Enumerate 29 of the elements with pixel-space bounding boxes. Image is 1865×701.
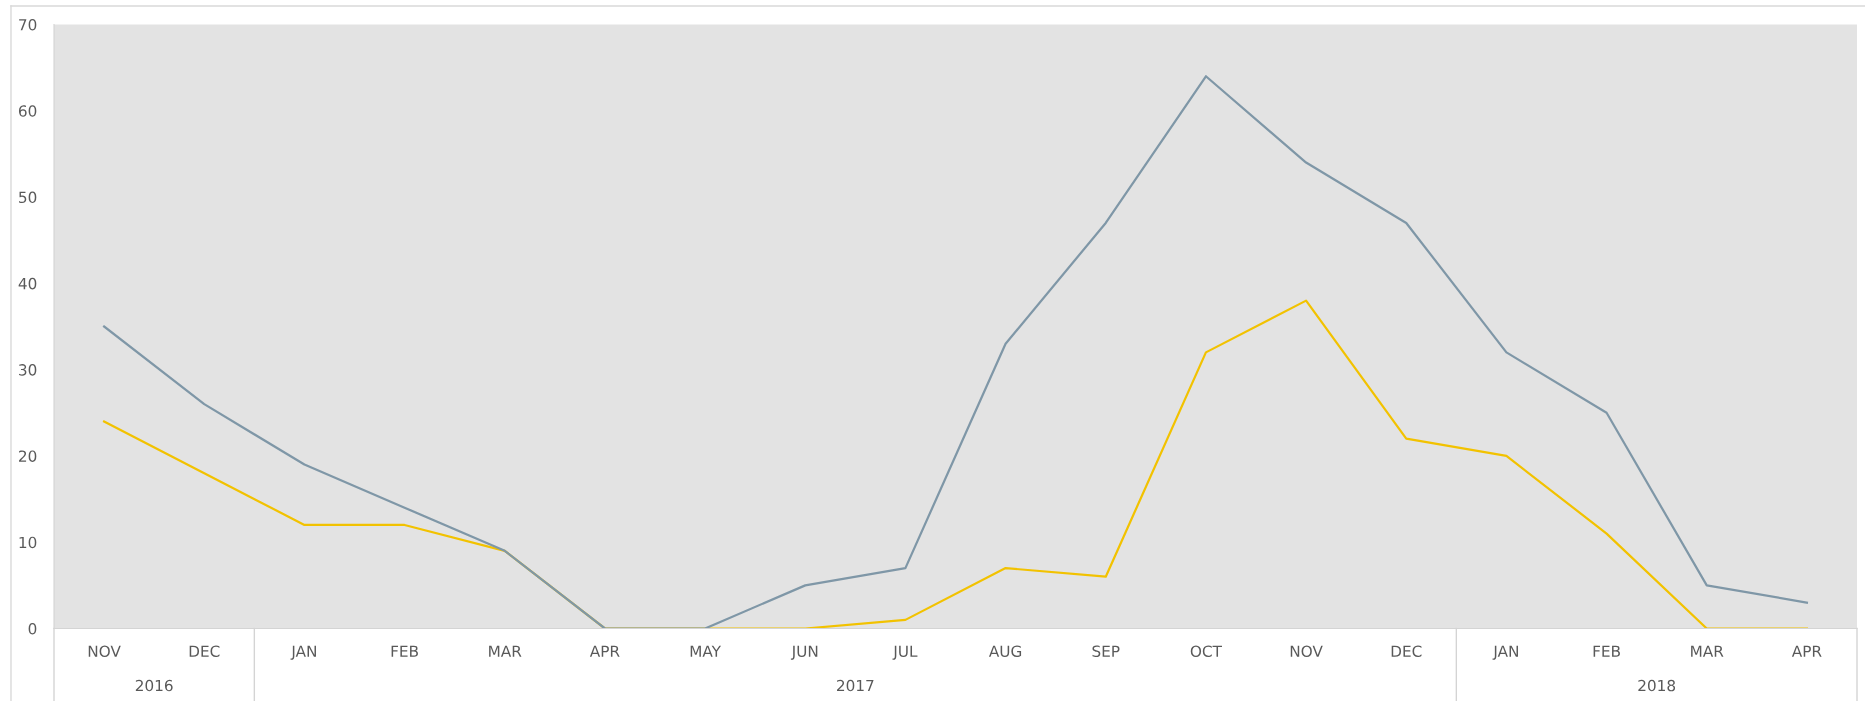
x-tick-label: NOV — [88, 645, 121, 657]
x-tick-label: JAN — [290, 645, 316, 660]
x-tick-label: FEB — [391, 645, 418, 657]
x-tick-label: JUL — [892, 645, 918, 660]
x-tick-label: JAN — [1492, 645, 1518, 660]
x-tick-label: AUG — [988, 645, 1022, 657]
x-tick-label: MAR — [1691, 645, 1724, 657]
y-tick-label: 30 — [19, 364, 37, 376]
y-tick-label: 70 — [19, 18, 37, 31]
y-tick-label: 50 — [19, 191, 37, 204]
x2-tick-label: 2018 — [1638, 679, 1676, 692]
y-tick-label: 20 — [19, 450, 37, 462]
x-tick-label: APR — [589, 645, 620, 657]
x-tick-label: APR — [1791, 645, 1822, 657]
x-tick-label: DEC — [189, 645, 220, 657]
x-tick-label: MAY — [690, 645, 721, 657]
x-tick-label: FEB — [1593, 645, 1620, 657]
y-tick-label: 60 — [18, 105, 37, 117]
x-tick-label: OCT — [1190, 645, 1222, 657]
x-tick-label: NOV — [1290, 645, 1323, 657]
x-tick-label: JUN — [790, 645, 818, 660]
x2-tick-label: 2016 — [135, 679, 173, 692]
y-tick-label: 10 — [19, 536, 37, 549]
x2-tick-label: 2017 — [837, 679, 874, 692]
x-tick-label: MAR — [489, 645, 522, 657]
x-tick-label: SEP — [1092, 645, 1120, 657]
x-tick-label: DEC — [1391, 645, 1422, 657]
y-tick-label: 40 — [18, 277, 37, 290]
y-tick-label: 0 — [28, 622, 37, 635]
